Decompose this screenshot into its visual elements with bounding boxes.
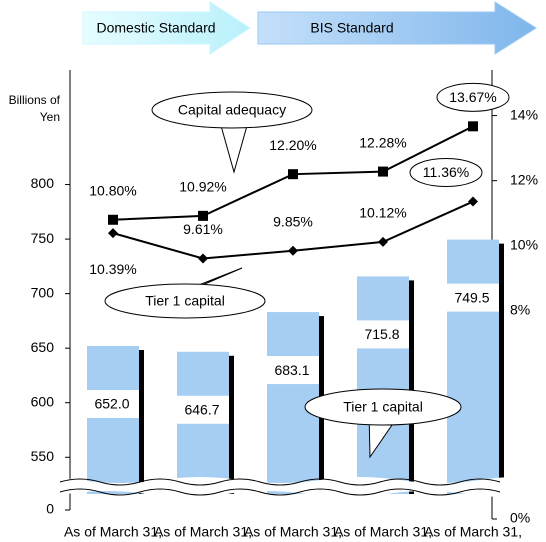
value-label: 13.67% [449, 89, 496, 105]
marker [198, 253, 208, 264]
y-tick-label: 550 [31, 448, 55, 464]
callout [304, 388, 462, 426]
y-axis-label: Billions of Yen [8, 93, 60, 124]
y-tick-label: 750 [31, 230, 55, 246]
value-label: 10.39% [89, 261, 136, 277]
callout-label: Capital adequacy [178, 102, 286, 118]
value-label-box [355, 320, 409, 349]
marker [378, 236, 388, 247]
x-tick-label: As of March 31, [424, 524, 522, 540]
value-label: 646.7 [184, 401, 219, 417]
y-tick-label: 0 [46, 501, 54, 517]
value-label: 12.28% [359, 134, 406, 150]
regime-label: BIS Standard [310, 20, 393, 36]
value-label: 10.80% [89, 182, 136, 198]
value-label-box [265, 356, 319, 385]
marker [288, 169, 298, 180]
value-label: 12.20% [269, 137, 316, 153]
value-label-box [445, 283, 499, 312]
value-label: 10.92% [179, 179, 226, 195]
marker [378, 166, 388, 177]
regime-label: Domestic Standard [96, 20, 215, 36]
callout-label: Tier 1 capital [343, 399, 423, 415]
regime-arrow [257, 1, 537, 55]
marker [468, 121, 478, 132]
value-label: 11.36% [423, 164, 469, 180]
axis-break-edge [59, 478, 501, 486]
y-tick-label: 700 [31, 284, 55, 300]
axis-break-edge [59, 488, 501, 496]
axis-break [0, 477, 546, 497]
bar [87, 346, 139, 494]
y-tick-label: 650 [31, 339, 55, 355]
marker [108, 214, 118, 225]
x-tick-label: As of March 31, [64, 524, 162, 540]
value-label: 715.8 [364, 326, 399, 342]
callout [151, 91, 313, 129]
regime-arrow [82, 1, 251, 55]
y-tick-label: 600 [31, 393, 55, 409]
bar [447, 239, 499, 494]
callout [104, 283, 266, 319]
value-label: 10.12% [359, 205, 406, 221]
y2-tick-label: 12% [510, 171, 538, 187]
y2-tick-label: 14% [510, 106, 538, 122]
value-label: 683.1 [274, 362, 309, 378]
value-label: 652.0 [94, 396, 129, 412]
x-tick-label: As of March 31, [334, 524, 432, 540]
x-tick-label: As of March 31, [154, 524, 252, 540]
marker [198, 210, 208, 221]
marker [288, 245, 298, 256]
marker [468, 196, 478, 207]
value-highlight [436, 82, 510, 112]
x-tick-label: As of March 31, [244, 524, 342, 540]
bar [357, 276, 409, 494]
value-label-box [85, 390, 139, 418]
value-label: 9.61% [183, 221, 223, 237]
value-label-box [175, 395, 229, 424]
y-tick-label: 800 [31, 175, 55, 191]
y2-tick-label: 8% [510, 302, 530, 318]
value-label: 9.85% [273, 213, 313, 229]
y2-tick-label: 0% [510, 510, 530, 526]
callout-label: Tier 1 capital [145, 293, 225, 309]
marker [108, 228, 118, 239]
value-label: 749.5 [454, 289, 489, 305]
value-highlight [409, 158, 483, 188]
y2-tick-label: 10% [510, 237, 538, 253]
